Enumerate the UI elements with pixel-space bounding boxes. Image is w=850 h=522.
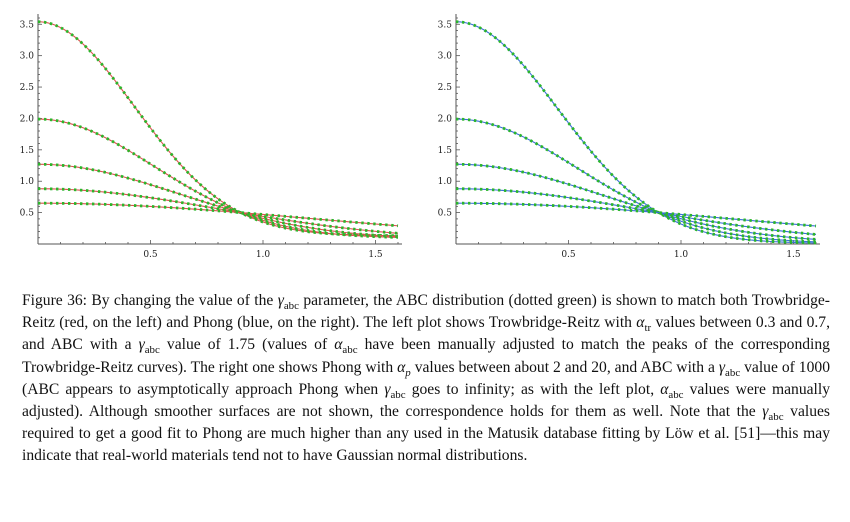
alpha-abc-symbol: αabc <box>334 336 358 357</box>
x-tick-label: 0.5 <box>561 250 576 260</box>
y-tick-label: 3.0 <box>20 52 35 62</box>
series-dots-4 <box>38 187 399 235</box>
series-line-2 <box>37 118 399 238</box>
y-tick-label: 2.5 <box>438 83 453 93</box>
x-tick-label: 0.5 <box>143 250 158 260</box>
y-tick-label: 1.0 <box>20 177 35 187</box>
y-tick-label: 3.0 <box>438 52 453 62</box>
y-tick-label: 0.5 <box>438 209 453 219</box>
x-tick-label: 1.0 <box>256 250 271 260</box>
series-dots-2 <box>37 117 399 239</box>
series-dots-3 <box>37 162 399 239</box>
gamma-abc-symbol: γabc <box>718 358 741 379</box>
alpha-tr-symbol: αtr <box>636 314 652 335</box>
y-tick-label: 3.5 <box>438 20 453 30</box>
y-tick-label: 3.5 <box>20 20 35 30</box>
gamma-abc-symbol: γabc <box>138 336 160 357</box>
right-plot-phong: 0.5 1.0 1.5 0.5 1.0 1.5 2.0 2.5 3.0 3.5 <box>438 14 820 260</box>
alpha-abc-symbol: αabc <box>660 380 684 401</box>
gamma-abc-symbol: γabc <box>277 292 299 313</box>
y-tick-label: 0.5 <box>20 209 35 219</box>
gamma-abc-symbol: γabc <box>384 380 406 401</box>
x-tick-label: 1.0 <box>674 250 689 260</box>
series-dots-5 <box>455 201 817 228</box>
y-tick-label: 2.5 <box>20 83 35 93</box>
y-tick-label: 1.5 <box>20 146 35 156</box>
gamma-abc-symbol: γabc <box>762 403 784 424</box>
series-dots-4 <box>456 187 817 236</box>
series-line-2 <box>455 118 817 243</box>
alpha-p-symbol: αp <box>397 358 411 379</box>
x-tick-label: 1.5 <box>786 250 801 260</box>
series-dots-1 <box>455 20 817 245</box>
y-tick-label: 1.0 <box>438 177 453 187</box>
left-plot-trowbridge-reitz: 0.5 1.0 1.5 0.5 1.0 1.5 2.0 2.5 3.0 3.5 <box>20 14 402 260</box>
y-tick-label: 2.0 <box>20 114 35 124</box>
y-tick-label: 1.5 <box>438 146 453 156</box>
caption-label: Figure 36: <box>22 292 87 309</box>
y-tick-label: 2.0 <box>438 114 453 124</box>
series-dots-3 <box>455 162 817 241</box>
figure-caption: Figure 36: By changing the value of the … <box>22 292 831 465</box>
x-tick-label: 1.5 <box>368 250 383 260</box>
series-dots-2 <box>455 117 817 244</box>
series-dots-5 <box>37 201 399 228</box>
